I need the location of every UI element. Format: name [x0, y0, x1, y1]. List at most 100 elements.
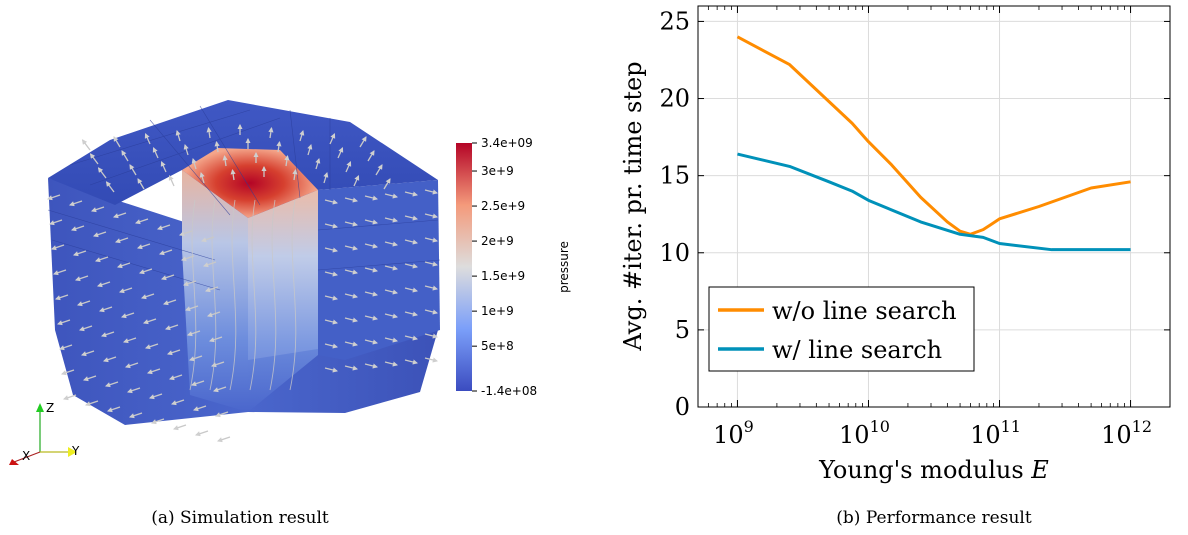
x-tick-label: 1011: [970, 417, 1021, 449]
flux-arrow-icon: [324, 223, 339, 229]
flux-arrow-icon: [137, 178, 145, 190]
z-axis-arrow-icon: [36, 403, 44, 412]
flux-arrow-icon: [121, 150, 129, 162]
y-axis-title: Avg. #iter. pr. time step: [619, 61, 647, 351]
flux-arrow-icon: [384, 265, 399, 271]
flux-arrow-icon: [344, 245, 359, 251]
legend: w/o line search w/ line search: [708, 286, 975, 372]
axes-triad: Z Y X: [9, 401, 80, 465]
flux-arrow-icon: [161, 274, 175, 281]
flux-arrow-icon: [424, 237, 439, 243]
flux-arrow-icon: [213, 386, 227, 393]
legend-label-without-line-search: w/o line search: [772, 297, 957, 325]
flux-arrow-icon: [73, 250, 87, 257]
flux-arrow-icon: [324, 319, 339, 325]
flux-arrow-icon: [79, 325, 93, 332]
colorbar-tick-label: 5e+8: [481, 339, 514, 353]
flux-arrow-icon: [384, 193, 399, 199]
x-axis-title-text: Young's modulus: [818, 456, 1031, 484]
legend-box: [708, 286, 975, 372]
block-cut-face-left: [182, 170, 248, 412]
flux-arrow-icon: [315, 158, 321, 170]
flux-arrow-icon: [189, 355, 203, 362]
flux-arrow-icon: [384, 337, 399, 343]
flux-arrow-icon: [191, 158, 197, 170]
chart-series: [736, 35, 1131, 252]
flux-streamline: [269, 199, 277, 391]
flux-arrow-icon: [353, 175, 360, 187]
flux-arrow-icon: [364, 267, 379, 273]
flux-arrow-icon: [276, 140, 282, 153]
flux-arrow-icon: [107, 406, 121, 413]
y-tick-label: 5: [675, 316, 690, 344]
block-right-face: [248, 330, 438, 413]
flux-arrow-icon: [384, 241, 399, 247]
flux-arrow-icon: [324, 343, 339, 349]
flux-arrow-icon: [383, 178, 391, 190]
colorbar-ticks: 3.4e+09 3e+9 2.5e+9 2e+9 1.5e+9 1e+9 5e+8 -1.4e…: [472, 136, 537, 398]
x-axis-label: X: [22, 449, 30, 463]
flux-arrow-icon: [359, 136, 367, 148]
flux-arrow-icon: [165, 324, 179, 331]
flux-arrow-icon: [195, 430, 209, 437]
flux-arrow-icon: [404, 215, 419, 221]
flux-arrow-icon: [81, 350, 95, 357]
flux-arrow-icon: [404, 311, 419, 317]
flux-arrow-icon: [77, 300, 91, 307]
flux-arrow-icon: [345, 161, 352, 173]
flux-arrow-icon: [307, 144, 313, 156]
flux-arrow-icon: [173, 424, 187, 431]
flux-arrow-icon: [344, 197, 359, 203]
flux-arrow-icon: [344, 317, 359, 323]
y-tick-label: 25: [659, 7, 690, 35]
flux-arrow-icon: [97, 167, 107, 179]
flux-arrow-icon: [175, 130, 181, 142]
block-high-pressure-region: [182, 148, 318, 218]
flux-arrow-icon: [55, 294, 69, 301]
flux-arrow-icon: [91, 206, 105, 213]
flux-arrow-icon: [324, 247, 339, 253]
colorbar-tick-label: 2e+9: [481, 234, 514, 248]
flux-arrow-icon: [424, 357, 439, 363]
y-axis-arrow-icon: [68, 447, 77, 457]
flux-arrow-icon: [404, 239, 419, 245]
flux-arrow-icon: [149, 393, 163, 400]
flux-arrow-icon: [344, 269, 359, 275]
flux-arrow-icon: [222, 154, 228, 167]
flux-arrow-icon: [217, 436, 231, 443]
flux-arrows: [47, 123, 439, 443]
flux-arrow-icon: [424, 261, 439, 267]
flux-arrow-icon: [299, 130, 305, 142]
flux-arrow-icon: [97, 281, 111, 288]
flux-arrow-icon: [404, 359, 419, 365]
flux-arrow-icon: [199, 172, 205, 184]
y-tick-label: 10: [659, 239, 690, 267]
flux-streamline: [209, 199, 217, 391]
flux-arrow-icon: [284, 154, 290, 167]
flux-arrow-icon: [207, 311, 221, 318]
colorbar-tick-label: 3.4e+09: [481, 136, 533, 150]
flux-arrow-icon: [152, 147, 159, 159]
colorbar-title: pressure: [557, 241, 571, 293]
flux-arrow-icon: [71, 225, 85, 232]
flux-arrow-icon: [157, 224, 171, 231]
caption-a: (a) Simulation result: [151, 508, 329, 528]
flux-arrow-icon: [364, 243, 379, 249]
flux-arrow-icon: [59, 344, 73, 351]
flux-arrow-icon: [404, 263, 419, 269]
flux-arrow-icon: [95, 256, 109, 263]
flux-arrow-icon: [151, 418, 165, 425]
flux-arrow-icon: [384, 361, 399, 367]
block-right-upper: [318, 180, 440, 360]
flux-arrow-icon: [163, 299, 177, 306]
flux-arrow-icon: [181, 255, 195, 262]
colorbar-tick-label: -1.4e+08: [481, 384, 537, 398]
flux-arrow-icon: [115, 237, 129, 244]
flux-arrow-icon: [135, 218, 149, 225]
flux-streamline: [229, 199, 237, 391]
flux-arrow-icon: [344, 341, 359, 347]
flux-arrow-icon: [214, 140, 220, 153]
flux-arrow-icon: [364, 339, 379, 345]
flux-arrow-icon: [323, 172, 329, 184]
